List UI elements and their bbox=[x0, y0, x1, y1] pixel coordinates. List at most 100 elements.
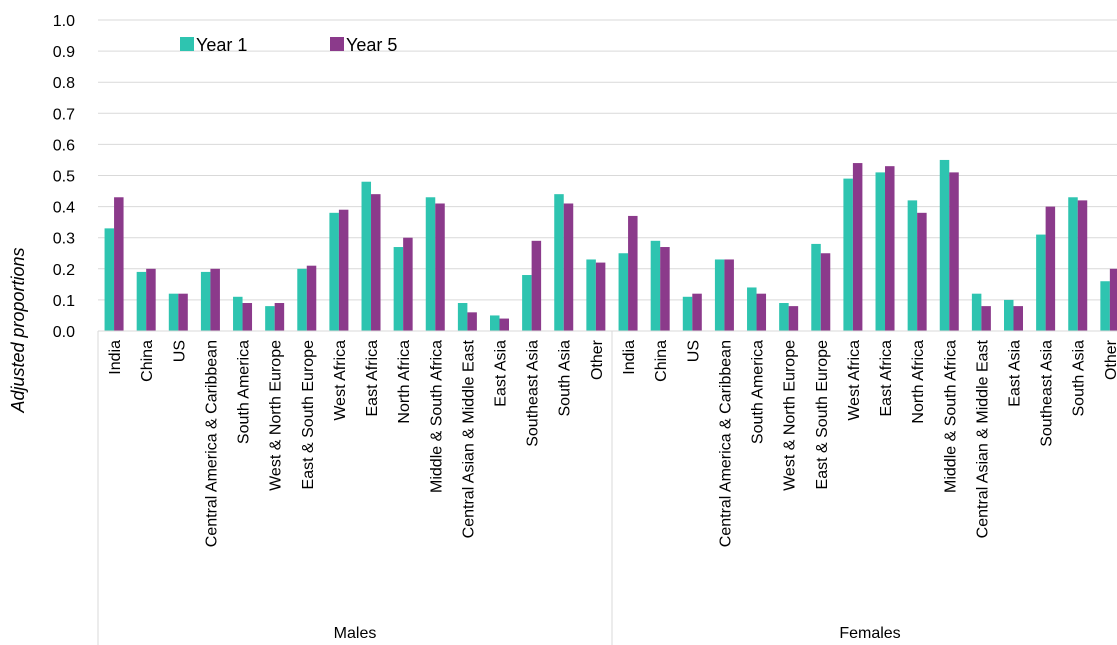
bar-females-north-africa-year-1 bbox=[907, 200, 918, 331]
category-labels: India China US Central America & Caribbean S… bbox=[107, 339, 1117, 547]
category-label-other: Other bbox=[1103, 339, 1117, 380]
bar-females-us-year-5 bbox=[692, 293, 702, 331]
bar-females-south-asia-year-1 bbox=[1068, 197, 1078, 331]
group-label-males: Males bbox=[334, 625, 377, 642]
bar-females-west-africa-year-5 bbox=[852, 163, 863, 331]
group-labels: Males Females bbox=[334, 625, 901, 642]
bar-females-other-year-1 bbox=[1100, 281, 1110, 331]
bar-females-middle-and-south-africa-year-5 bbox=[949, 172, 959, 331]
bar-males-south-asia-year-1 bbox=[554, 194, 564, 331]
category-label-east-and-south-europe: East & South Europe bbox=[300, 340, 317, 490]
legend: Year 1 Year 5 bbox=[180, 35, 397, 55]
category-label-central-asian-and-middle-east: Central Asian & Middle East bbox=[460, 339, 477, 538]
bar-females-east-africa-year-1 bbox=[875, 172, 886, 331]
y-tick-label: 0.4 bbox=[53, 200, 75, 217]
category-label-india: India bbox=[107, 340, 124, 375]
bar-females-west-and-north-europe-year-5 bbox=[788, 306, 799, 331]
bar-females-central-asian-and-middle-east-year-5 bbox=[981, 306, 991, 331]
category-label-east-asia: East Asia bbox=[1007, 340, 1024, 407]
bar-females-china-year-1 bbox=[650, 240, 661, 331]
category-label-central-asian-and-middle-east: Central Asian & Middle East bbox=[974, 339, 991, 538]
category-label-other: Other bbox=[589, 339, 606, 380]
y-tick-label: 0.3 bbox=[53, 231, 75, 248]
bar-males-central-america-and-caribbean-year-5 bbox=[210, 268, 220, 331]
bar-males-china-year-5 bbox=[146, 268, 156, 331]
bar-males-central-america-and-caribbean-year-1 bbox=[200, 271, 211, 331]
bar-females-central-asian-and-middle-east-year-1 bbox=[971, 293, 982, 331]
group-label-females: Females bbox=[839, 625, 900, 642]
category-label-china: China bbox=[139, 340, 156, 382]
y-tick-label: 0.0 bbox=[53, 324, 75, 341]
bar-females-india-year-1 bbox=[618, 253, 629, 331]
y-tick-label: 0.9 bbox=[53, 44, 75, 61]
bar-males-us-year-5 bbox=[178, 293, 188, 331]
category-label-us: US bbox=[685, 340, 702, 362]
bar-males-southeast-asia-year-5 bbox=[531, 240, 542, 331]
y-tick-label: 0.6 bbox=[53, 137, 75, 154]
y-tick-label: 0.7 bbox=[53, 106, 75, 123]
category-label-north-africa: North Africa bbox=[396, 340, 413, 424]
y-tick-label: 0.8 bbox=[53, 75, 75, 92]
y-tick-label: 0.1 bbox=[53, 293, 75, 310]
category-label-china: China bbox=[653, 340, 670, 382]
category-label-india: India bbox=[621, 340, 638, 375]
bar-females-north-africa-year-5 bbox=[917, 212, 927, 331]
category-label-west-africa: West Africa bbox=[332, 340, 349, 421]
category-label-south-america: South America bbox=[236, 340, 253, 444]
category-label-east-and-south-europe: East & South Europe bbox=[814, 340, 831, 490]
legend-label-year-5: Year 5 bbox=[346, 35, 397, 55]
category-label-us: US bbox=[171, 340, 188, 362]
legend-label-year-1: Year 1 bbox=[196, 35, 247, 55]
category-label-central-america-and-caribbean: Central America & Caribbean bbox=[717, 340, 734, 547]
bar-females-east-asia-year-1 bbox=[1004, 299, 1014, 331]
bar-males-south-america-year-1 bbox=[233, 296, 243, 331]
bar-males-middle-and-south-africa-year-1 bbox=[425, 197, 436, 331]
bar-males-east-africa-year-1 bbox=[361, 181, 372, 331]
y-axis-label: Adjusted proportions bbox=[8, 247, 28, 413]
bar-females-middle-and-south-africa-year-1 bbox=[939, 159, 950, 331]
bar-males-north-africa-year-5 bbox=[403, 237, 413, 331]
bar-females-south-america-year-1 bbox=[747, 287, 757, 331]
bar-females-other-year-5 bbox=[1109, 268, 1117, 331]
category-label-west-africa: West Africa bbox=[846, 340, 863, 421]
bar-males-east-asia-year-5 bbox=[499, 318, 509, 331]
category-label-southeast-asia: Southeast Asia bbox=[1039, 340, 1056, 447]
bar-males-central-asian-and-middle-east-year-5 bbox=[467, 312, 477, 331]
category-label-west-and-north-europe: West & North Europe bbox=[268, 340, 285, 491]
bar-males-middle-and-south-africa-year-5 bbox=[435, 203, 445, 331]
bar-females-china-year-5 bbox=[660, 247, 670, 331]
y-tick-label: 1.0 bbox=[53, 13, 75, 30]
y-tick-label: 0.2 bbox=[53, 262, 75, 279]
legend-swatch-year-1 bbox=[180, 37, 194, 51]
bar-females-west-africa-year-1 bbox=[843, 178, 853, 331]
category-label-south-asia: South Asia bbox=[1071, 340, 1088, 417]
bar-males-southeast-asia-year-1 bbox=[522, 275, 532, 331]
bar-females-us-year-1 bbox=[682, 296, 693, 331]
bar-females-central-america-and-caribbean-year-5 bbox=[724, 259, 734, 331]
bar-males-central-asian-and-middle-east-year-1 bbox=[457, 303, 468, 331]
category-label-middle-and-south-africa: Middle & South Africa bbox=[942, 340, 959, 493]
y-axis-tick-labels: 0.0 0.1 0.2 0.3 0.4 0.5 0.6 0.7 0.8 0.9 1.0 bbox=[53, 13, 75, 341]
bars bbox=[104, 159, 1117, 331]
legend-swatch-year-5 bbox=[330, 37, 344, 51]
gridlines bbox=[98, 19, 1117, 301]
bar-males-east-and-south-europe-year-1 bbox=[297, 268, 307, 331]
category-label-east-africa: East Africa bbox=[364, 340, 381, 417]
category-label-west-and-north-europe: West & North Europe bbox=[782, 340, 799, 491]
bar-males-india-year-5 bbox=[114, 197, 124, 331]
bar-females-southeast-asia-year-5 bbox=[1045, 206, 1056, 331]
bar-females-south-asia-year-5 bbox=[1077, 200, 1088, 331]
bar-males-east-asia-year-1 bbox=[490, 315, 500, 331]
category-label-south-asia: South Asia bbox=[557, 340, 574, 417]
category-label-central-america-and-caribbean: Central America & Caribbean bbox=[203, 340, 220, 547]
axes bbox=[97, 330, 1117, 645]
bar-females-india-year-5 bbox=[628, 215, 638, 331]
category-label-east-africa: East Africa bbox=[878, 340, 895, 417]
bar-females-central-america-and-caribbean-year-1 bbox=[714, 259, 725, 331]
bar-males-east-and-south-europe-year-5 bbox=[306, 265, 317, 331]
bar-males-south-america-year-5 bbox=[242, 303, 253, 331]
bar-males-west-africa-year-5 bbox=[338, 209, 349, 331]
bar-females-east-asia-year-5 bbox=[1013, 306, 1023, 331]
bar-males-other-year-1 bbox=[586, 259, 596, 331]
